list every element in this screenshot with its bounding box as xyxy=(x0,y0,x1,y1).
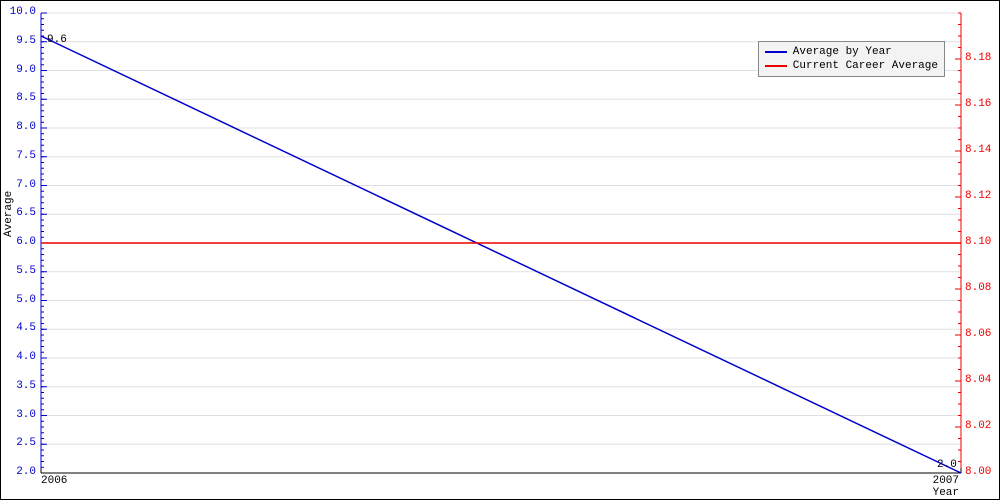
y-axis-left-title: Average xyxy=(3,191,15,237)
y-left-tick-label: 8.5 xyxy=(16,92,36,104)
y-right-tick-label: 8.08 xyxy=(965,282,991,294)
y-left-tick-label: 6.0 xyxy=(16,236,36,248)
y-left-tick-label: 3.5 xyxy=(16,380,36,392)
x-axis-title: Year xyxy=(933,487,959,499)
y-left-tick-label: 7.5 xyxy=(16,150,36,162)
y-left-tick-label: 2.0 xyxy=(16,466,36,478)
legend-swatch xyxy=(765,65,787,67)
legend-label: Current Career Average xyxy=(793,59,938,73)
y-right-tick-label: 8.00 xyxy=(965,466,991,478)
x-tick-label: 2006 xyxy=(41,475,67,487)
data-point-label: 9.6 xyxy=(47,34,67,46)
y-right-tick-label: 8.18 xyxy=(965,52,991,64)
legend-item: Average by Year xyxy=(765,45,938,59)
y-right-tick-label: 8.16 xyxy=(965,98,991,110)
y-right-tick-label: 8.04 xyxy=(965,374,991,386)
y-right-tick-label: 8.02 xyxy=(965,420,991,432)
y-right-tick-label: 8.06 xyxy=(965,328,991,340)
y-left-tick-label: 9.0 xyxy=(16,64,36,76)
series-line-0 xyxy=(41,36,961,473)
chart-frame: Average Year Average by YearCurrent Care… xyxy=(0,0,1000,500)
y-right-tick-label: 8.10 xyxy=(965,236,991,248)
legend-label: Average by Year xyxy=(793,45,892,59)
y-left-tick-label: 5.5 xyxy=(16,265,36,277)
data-point-label: 2.0 xyxy=(937,459,957,471)
y-right-tick-label: 8.12 xyxy=(965,190,991,202)
y-left-tick-label: 5.0 xyxy=(16,294,36,306)
y-left-tick-label: 8.0 xyxy=(16,121,36,133)
y-right-tick-label: 8.14 xyxy=(965,144,991,156)
y-left-tick-label: 7.0 xyxy=(16,179,36,191)
y-left-tick-label: 10.0 xyxy=(10,6,36,18)
y-left-tick-label: 6.5 xyxy=(16,207,36,219)
y-left-tick-label: 9.5 xyxy=(16,35,36,47)
y-left-tick-label: 3.0 xyxy=(16,409,36,421)
y-left-tick-label: 4.5 xyxy=(16,322,36,334)
y-left-tick-label: 2.5 xyxy=(16,437,36,449)
legend-item: Current Career Average xyxy=(765,59,938,73)
legend-swatch xyxy=(765,51,787,53)
legend: Average by YearCurrent Career Average xyxy=(758,41,945,77)
y-left-tick-label: 4.0 xyxy=(16,351,36,363)
x-tick-label: 2007 xyxy=(933,475,959,487)
